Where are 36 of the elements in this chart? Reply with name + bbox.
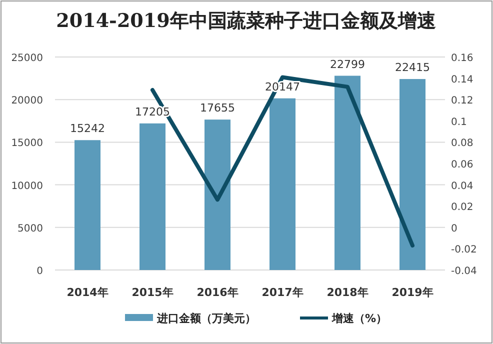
- x-tick-label: 2017年: [262, 286, 304, 299]
- y2-tick-label: 0: [451, 223, 458, 234]
- bar: [140, 123, 166, 270]
- bar: [334, 76, 360, 270]
- data-label: 15242: [70, 122, 105, 136]
- y2-tick-label: 0.12: [451, 96, 474, 107]
- data-label: 22799: [330, 58, 365, 71]
- data-label: 17655: [200, 102, 235, 115]
- chart-title: 2014-2019年中国蔬菜种子进口金额及增速: [56, 10, 436, 32]
- y-tick-label: 15000: [11, 138, 43, 150]
- bar: [74, 140, 100, 270]
- y2-tick-label: 0.1: [451, 116, 467, 128]
- legend-label: 进口金额（万美元）: [156, 312, 256, 325]
- x-tick-label: 2016年: [196, 286, 238, 299]
- y2-tick-label: 0.04: [451, 180, 474, 192]
- y2-tick-label: 0.08: [451, 138, 474, 150]
- y-tick-label: 5000: [18, 223, 43, 234]
- y2-tick-label: -0.04: [451, 266, 477, 277]
- bar: [204, 120, 230, 270]
- x-tick-label: 2014年: [66, 286, 108, 299]
- y2-tick-label: 0.14: [451, 74, 474, 86]
- bar: [270, 98, 296, 270]
- data-label: 22415: [395, 61, 430, 74]
- y2-tick-label: -0.02: [451, 244, 477, 256]
- legend-label: 增速（%）: [331, 312, 388, 325]
- y2-tick-label: 0.02: [451, 202, 474, 214]
- x-tick-label: 2018年: [326, 286, 368, 299]
- y-tick-label: 25000: [11, 53, 43, 64]
- x-tick-label: 2019年: [392, 286, 434, 299]
- bar: [400, 79, 426, 270]
- x-tick-label: 2015年: [132, 286, 174, 299]
- y-tick-label: 10000: [11, 180, 43, 192]
- y-tick-label: 0: [36, 266, 43, 277]
- y-tick-label: 20000: [11, 96, 43, 107]
- y2-tick-label: 0.06: [451, 160, 474, 170]
- y2-tick-label: 0.16: [451, 53, 474, 64]
